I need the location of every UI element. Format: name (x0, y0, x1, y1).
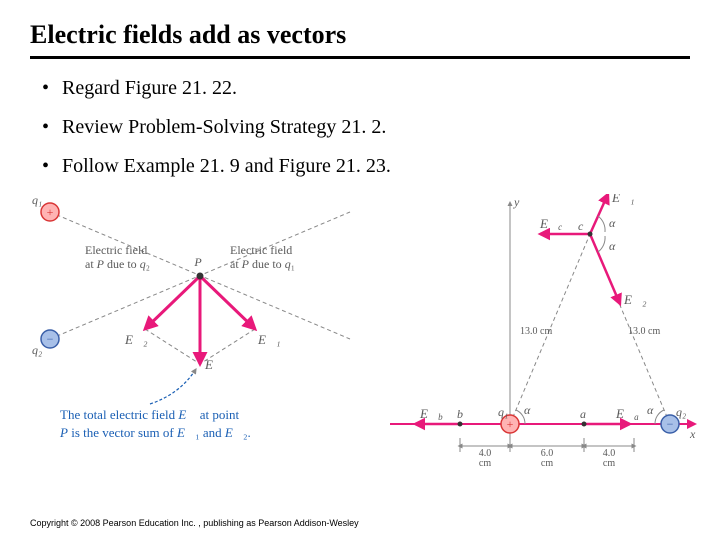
svg-text:−: − (667, 417, 674, 431)
svg-text:α: α (609, 216, 616, 230)
slide-title: Electric fields add as vectors (30, 20, 690, 59)
copyright-text: Copyright © 2008 Pearson Education Inc. … (30, 518, 359, 528)
svg-text:cm: cm (479, 458, 491, 469)
b-label: b (457, 407, 463, 421)
figure-left: + − q₁ q₂ P Electric field at P due to q… (30, 194, 370, 474)
svg-text:E⃗₂: E⃗₂ (623, 292, 647, 307)
svg-text:+: + (507, 417, 514, 431)
a-label: a (580, 407, 586, 421)
svg-text:+: + (47, 205, 54, 219)
caption-line2: P is the vector sum of E⃗₁ and E⃗₂. (59, 425, 251, 440)
bullet-item: Regard Figure 21. 22. (42, 77, 690, 100)
bullet-item: Follow Example 21. 9 and Figure 21. 23. (42, 155, 690, 178)
svg-text:E⃗: E⃗ (204, 357, 223, 372)
svg-text:α: α (609, 239, 616, 253)
q1-label: q₁ (32, 194, 42, 207)
ef-q1-line1: Electric field (230, 243, 292, 257)
svg-text:α: α (524, 403, 531, 417)
svg-text:−: − (47, 332, 54, 346)
q2-label-r: q₂ (676, 405, 686, 419)
bullet-item: Review Problem-Solving Strategy 21. 2. (42, 116, 690, 139)
figures-row: + − q₁ q₂ P Electric field at P due to q… (30, 194, 690, 474)
svg-text:y: y (513, 195, 520, 209)
q1-label-r: q₁ (498, 405, 508, 419)
c-label: c (578, 219, 584, 233)
p-label: P (193, 255, 202, 269)
q2-label: q₂ (32, 343, 42, 357)
side-right: 13.0 cm (628, 326, 660, 337)
svg-text:E⃗₂: E⃗₂ (124, 332, 148, 347)
svg-text:cm: cm (541, 458, 553, 469)
svg-text:E⃗₁: E⃗₁ (611, 194, 635, 205)
svg-text:E⃗b: E⃗b (419, 406, 443, 422)
ef-q2-line2: at P due to q₂ (85, 257, 150, 271)
svg-text:cm: cm (603, 458, 615, 469)
svg-text:E⃗c: E⃗c (539, 216, 562, 232)
figure-right: y x α α α (380, 194, 700, 474)
svg-text:E⃗₁: E⃗₁ (257, 332, 281, 347)
caption-line1: The total electric field E⃗ at point (60, 407, 239, 422)
svg-text:E⃗a: E⃗a (615, 406, 639, 422)
svg-text:α: α (647, 403, 654, 417)
side-left: 13.0 cm (520, 326, 552, 337)
ef-q1-line2: at P due to q₁ (230, 257, 295, 271)
bullet-list: Regard Figure 21. 22. Review Problem-Sol… (30, 77, 690, 178)
svg-text:x: x (689, 427, 696, 441)
ef-q2-line1: Electric field (85, 243, 147, 257)
